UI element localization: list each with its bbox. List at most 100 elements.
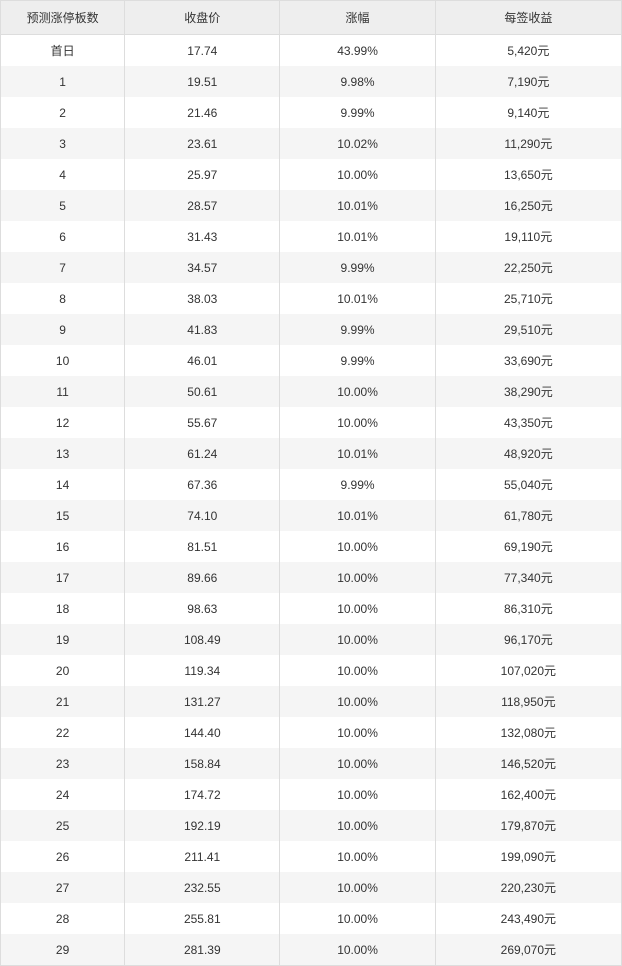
table-row: 22144.4010.00%132,080元 (1, 717, 622, 748)
cell-num: 7 (1, 252, 125, 283)
table-row: 29281.3910.00%269,070元 (1, 934, 622, 966)
cell-close: 89.66 (125, 562, 280, 593)
cell-pct: 43.99% (280, 35, 435, 67)
header-num: 预测涨停板数 (1, 1, 125, 35)
table-row: 528.5710.01%16,250元 (1, 190, 622, 221)
cell-num: 14 (1, 469, 125, 500)
cell-pct: 10.00% (280, 779, 435, 810)
cell-close: 98.63 (125, 593, 280, 624)
cell-close: 211.41 (125, 841, 280, 872)
cell-close: 108.49 (125, 624, 280, 655)
table-row: 1898.6310.00%86,310元 (1, 593, 622, 624)
cell-close: 232.55 (125, 872, 280, 903)
cell-profit: 162,400元 (435, 779, 621, 810)
cell-profit: 199,090元 (435, 841, 621, 872)
cell-close: 50.61 (125, 376, 280, 407)
cell-profit: 61,780元 (435, 500, 621, 531)
cell-pct: 10.00% (280, 717, 435, 748)
cell-profit: 38,290元 (435, 376, 621, 407)
cell-pct: 10.01% (280, 190, 435, 221)
table-row: 838.0310.01%25,710元 (1, 283, 622, 314)
table-row: 28255.8110.00%243,490元 (1, 903, 622, 934)
cell-close: 55.67 (125, 407, 280, 438)
cell-num: 5 (1, 190, 125, 221)
cell-pct: 10.01% (280, 221, 435, 252)
cell-num: 10 (1, 345, 125, 376)
cell-pct: 10.00% (280, 562, 435, 593)
header-pct: 涨幅 (280, 1, 435, 35)
table-row: 23158.8410.00%146,520元 (1, 748, 622, 779)
table-row: 1150.6110.00%38,290元 (1, 376, 622, 407)
cell-pct: 10.00% (280, 624, 435, 655)
cell-profit: 33,690元 (435, 345, 621, 376)
cell-num: 21 (1, 686, 125, 717)
cell-profit: 7,190元 (435, 66, 621, 97)
table-row: 首日17.7443.99%5,420元 (1, 35, 622, 67)
cell-profit: 43,350元 (435, 407, 621, 438)
cell-num: 22 (1, 717, 125, 748)
cell-close: 144.40 (125, 717, 280, 748)
cell-num: 3 (1, 128, 125, 159)
cell-num: 28 (1, 903, 125, 934)
header-profit: 每签收益 (435, 1, 621, 35)
cell-profit: 86,310元 (435, 593, 621, 624)
table-row: 1467.369.99%55,040元 (1, 469, 622, 500)
cell-num: 26 (1, 841, 125, 872)
limit-up-table: 预测涨停板数 收盘价 涨幅 每签收益 首日17.7443.99%5,420元11… (0, 0, 622, 966)
cell-num: 25 (1, 810, 125, 841)
cell-pct: 10.00% (280, 376, 435, 407)
cell-num: 17 (1, 562, 125, 593)
cell-close: 23.61 (125, 128, 280, 159)
cell-profit: 118,950元 (435, 686, 621, 717)
cell-pct: 10.00% (280, 159, 435, 190)
cell-close: 21.46 (125, 97, 280, 128)
cell-profit: 77,340元 (435, 562, 621, 593)
cell-close: 158.84 (125, 748, 280, 779)
cell-profit: 48,920元 (435, 438, 621, 469)
table-row: 1046.019.99%33,690元 (1, 345, 622, 376)
cell-num: 24 (1, 779, 125, 810)
cell-profit: 107,020元 (435, 655, 621, 686)
table-row: 24174.7210.00%162,400元 (1, 779, 622, 810)
cell-pct: 10.00% (280, 531, 435, 562)
cell-close: 192.19 (125, 810, 280, 841)
cell-close: 281.39 (125, 934, 280, 966)
cell-close: 38.03 (125, 283, 280, 314)
table-row: 19108.4910.00%96,170元 (1, 624, 622, 655)
cell-pct: 9.99% (280, 252, 435, 283)
cell-num: 4 (1, 159, 125, 190)
cell-profit: 269,070元 (435, 934, 621, 966)
cell-close: 119.34 (125, 655, 280, 686)
table-body: 首日17.7443.99%5,420元119.519.98%7,190元221.… (1, 35, 622, 966)
cell-profit: 11,290元 (435, 128, 621, 159)
cell-close: 74.10 (125, 500, 280, 531)
cell-num: 11 (1, 376, 125, 407)
cell-close: 28.57 (125, 190, 280, 221)
cell-num: 13 (1, 438, 125, 469)
table-row: 27232.5510.00%220,230元 (1, 872, 622, 903)
cell-profit: 146,520元 (435, 748, 621, 779)
cell-pct: 10.00% (280, 903, 435, 934)
table-row: 221.469.99%9,140元 (1, 97, 622, 128)
cell-close: 31.43 (125, 221, 280, 252)
cell-close: 131.27 (125, 686, 280, 717)
cell-profit: 19,110元 (435, 221, 621, 252)
table-row: 26211.4110.00%199,090元 (1, 841, 622, 872)
cell-num: 29 (1, 934, 125, 966)
cell-num: 12 (1, 407, 125, 438)
cell-profit: 5,420元 (435, 35, 621, 67)
cell-close: 174.72 (125, 779, 280, 810)
table-row: 1574.1010.01%61,780元 (1, 500, 622, 531)
cell-num: 9 (1, 314, 125, 345)
cell-pct: 10.00% (280, 841, 435, 872)
cell-num: 1 (1, 66, 125, 97)
cell-profit: 55,040元 (435, 469, 621, 500)
cell-profit: 96,170元 (435, 624, 621, 655)
cell-num: 27 (1, 872, 125, 903)
cell-pct: 10.01% (280, 283, 435, 314)
cell-pct: 9.99% (280, 97, 435, 128)
cell-profit: 9,140元 (435, 97, 621, 128)
cell-pct: 10.00% (280, 593, 435, 624)
cell-pct: 9.99% (280, 314, 435, 345)
cell-pct: 9.99% (280, 345, 435, 376)
